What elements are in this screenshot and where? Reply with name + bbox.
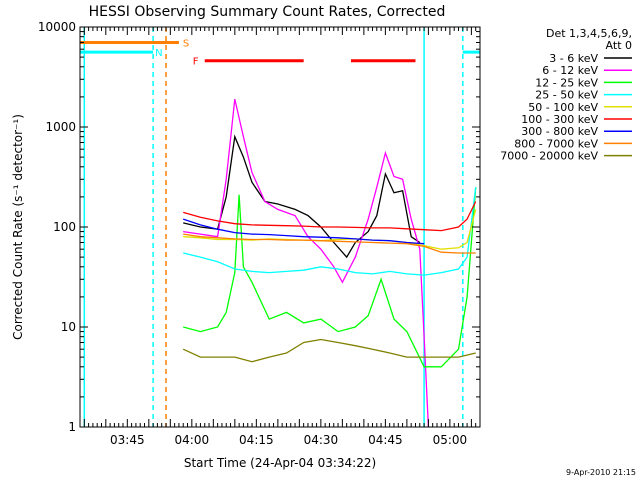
legend-entry-label: 7000 - 20000 keV	[500, 150, 598, 163]
y-tick-label: 100	[53, 220, 76, 234]
y-tick-label: 10000	[38, 20, 76, 34]
series-line-7	[183, 233, 476, 254]
legend-entry-label: 800 - 7000 keV	[514, 137, 598, 150]
x-tick-label: 04:15	[239, 433, 274, 447]
x-tick-label: 03:45	[110, 433, 145, 447]
legend-entry-label: 25 - 50 keV	[535, 89, 598, 102]
y-tick-label: 1	[68, 420, 76, 434]
x-tick-label: 04:00	[175, 433, 210, 447]
chart-title: HESSI Observing Summary Count Rates, Cor…	[89, 4, 446, 20]
saa-flag-label: S	[183, 38, 189, 49]
legend-entry-label: 100 - 300 keV	[521, 113, 598, 126]
legend-entry-label: 12 - 25 keV	[535, 76, 598, 89]
series-line-2	[183, 187, 477, 368]
x-tick-label: 05:00	[433, 433, 468, 447]
legend-title-line-2: Att 0	[606, 39, 632, 52]
legend-entry-label: 6 - 12 keV	[542, 64, 598, 77]
legend-entry-label: 300 - 800 keV	[521, 125, 598, 138]
y-axis: 1 10 100 1000 10000	[38, 20, 480, 434]
x-tick-label: 04:45	[368, 433, 403, 447]
footer-timestamp: 9-Apr-2010 21:15	[566, 468, 636, 477]
x-tick-label: 04:30	[304, 433, 339, 447]
night-flag-label: N	[155, 48, 162, 59]
legend-entry-label: 50 - 100 keV	[528, 101, 598, 114]
x-axis-label: Start Time (24-Apr-04 03:34:22)	[184, 456, 376, 470]
series-line-3	[183, 187, 477, 276]
y-tick-label: 1000	[45, 120, 76, 134]
series-line-0	[183, 134, 421, 259]
y-tick-label: 10	[61, 320, 76, 334]
series-line-1	[183, 98, 430, 428]
series-line-8	[182, 338, 476, 363]
legend-entry-label: 3 - 6 keV	[549, 52, 598, 65]
series-line-6	[182, 218, 425, 245]
flare-flag-label: F	[193, 57, 199, 68]
x-axis: 03:45 04:00 04:15 04:30 04:45 05:00	[79, 27, 481, 447]
series-line-4	[183, 209, 477, 250]
plot-frame	[79, 26, 481, 428]
y-axis-label: Corrected Count Rate (s⁻¹ detector⁻¹)	[11, 114, 25, 340]
plot-area: S N F	[80, 27, 480, 428]
series-line-5	[183, 201, 477, 232]
legend-title-line-1: Det 1,3,4,5,6,9,	[546, 27, 632, 40]
